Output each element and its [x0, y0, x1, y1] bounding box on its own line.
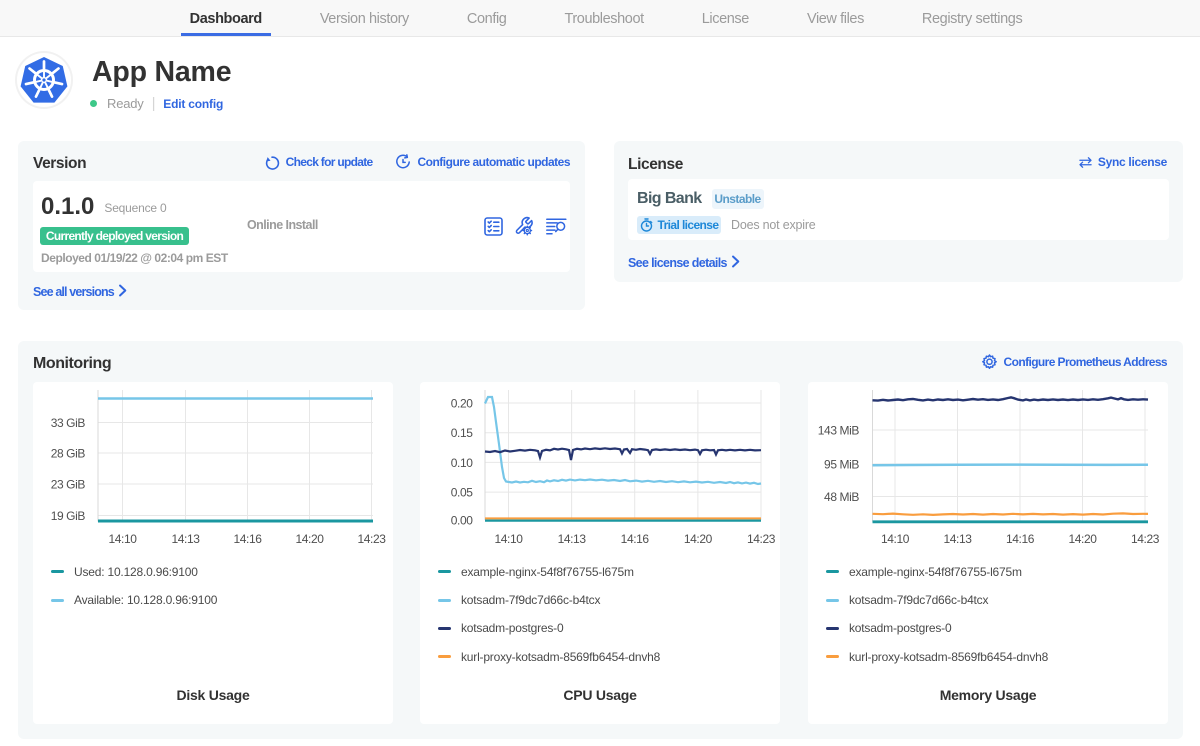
svg-text:14:23: 14:23 — [747, 532, 776, 546]
svg-text:0.20: 0.20 — [451, 397, 473, 411]
svg-text:0.15: 0.15 — [451, 426, 473, 440]
svg-text:14:10: 14:10 — [494, 532, 523, 546]
svg-text:48 MiB: 48 MiB — [824, 490, 859, 504]
svg-text:14:20: 14:20 — [1068, 532, 1097, 546]
svg-text:14:13: 14:13 — [943, 532, 972, 546]
svg-text:95 MiB: 95 MiB — [824, 458, 859, 472]
svg-text:33 GiB: 33 GiB — [51, 416, 86, 430]
svg-text:0.00: 0.00 — [451, 514, 473, 528]
svg-text:14:10: 14:10 — [881, 532, 910, 546]
svg-text:14:16: 14:16 — [621, 532, 650, 546]
svg-text:14:10: 14:10 — [108, 532, 137, 546]
svg-text:23 GiB: 23 GiB — [51, 478, 86, 492]
svg-text:28 GiB: 28 GiB — [51, 447, 86, 461]
svg-text:19 GiB: 19 GiB — [51, 509, 86, 523]
svg-text:143 MiB: 143 MiB — [818, 424, 860, 438]
svg-text:0.05: 0.05 — [451, 486, 473, 500]
svg-text:14:23: 14:23 — [357, 532, 386, 546]
svg-text:14:20: 14:20 — [295, 532, 324, 546]
svg-text:14:16: 14:16 — [1006, 532, 1035, 546]
svg-text:0.10: 0.10 — [451, 456, 473, 470]
svg-text:14:13: 14:13 — [558, 532, 587, 546]
svg-text:14:13: 14:13 — [171, 532, 200, 546]
svg-text:14:16: 14:16 — [233, 532, 262, 546]
svg-text:14:23: 14:23 — [1131, 532, 1160, 546]
svg-text:14:20: 14:20 — [684, 532, 713, 546]
